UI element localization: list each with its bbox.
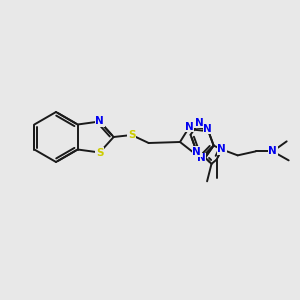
Text: S: S: [128, 130, 135, 140]
Text: N: N: [217, 144, 226, 154]
Text: N: N: [95, 116, 104, 127]
Text: S: S: [96, 148, 103, 158]
Text: N: N: [195, 118, 203, 128]
Text: N: N: [203, 124, 212, 134]
Text: N: N: [197, 154, 206, 164]
Text: N: N: [185, 122, 194, 132]
Text: N: N: [192, 147, 201, 157]
Text: N: N: [268, 146, 277, 156]
